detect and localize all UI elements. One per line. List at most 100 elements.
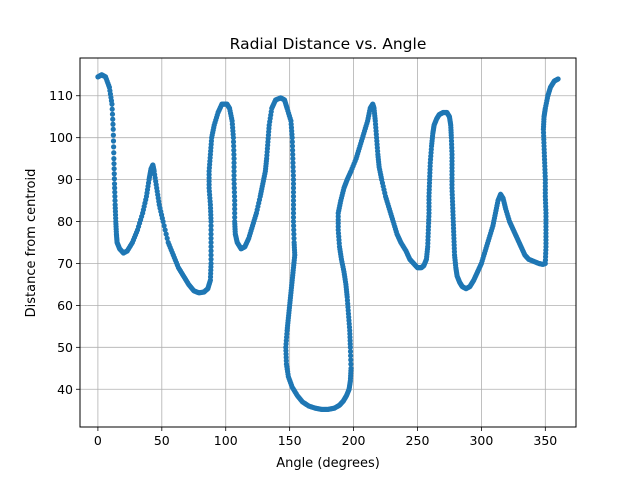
scatter-point bbox=[290, 189, 297, 195]
scatter-point bbox=[348, 365, 354, 371]
y-axis-label: Distance from centroid bbox=[24, 169, 39, 318]
scatter-point bbox=[290, 181, 297, 187]
scatter-point bbox=[291, 235, 297, 241]
scatter-point bbox=[163, 231, 169, 237]
scatter-point bbox=[348, 361, 354, 367]
scatter-point bbox=[111, 176, 117, 182]
scatter-point bbox=[112, 185, 118, 191]
scatter-point bbox=[290, 197, 297, 204]
y-tick-label: 110 bbox=[49, 88, 73, 103]
scatter-point bbox=[290, 172, 296, 179]
scatter-point bbox=[208, 256, 214, 262]
scatter-point bbox=[231, 164, 237, 170]
scatter-point bbox=[208, 239, 214, 246]
x-tick-label: 300 bbox=[469, 433, 493, 448]
scatter-point bbox=[112, 197, 118, 204]
scatter-point bbox=[162, 227, 168, 233]
scatter-point bbox=[208, 231, 214, 237]
x-tick-label: 150 bbox=[278, 433, 302, 448]
scatter-point bbox=[109, 106, 115, 112]
scatter-point bbox=[208, 244, 214, 250]
scatter-point bbox=[160, 218, 166, 225]
scatter-point bbox=[291, 231, 297, 237]
scatter-point bbox=[289, 143, 296, 149]
scatter-points bbox=[95, 72, 561, 412]
x-tick-label: 250 bbox=[406, 433, 430, 448]
scatter-point bbox=[290, 206, 297, 212]
scatter-point bbox=[290, 202, 297, 208]
scatter-point bbox=[231, 147, 237, 153]
scatter-point bbox=[231, 151, 237, 158]
scatter-point bbox=[111, 171, 117, 177]
scatter-point bbox=[111, 181, 118, 187]
scatter-point bbox=[231, 193, 238, 199]
scatter-point bbox=[112, 189, 118, 195]
scatter-point bbox=[231, 160, 237, 166]
y-tick-label: 50 bbox=[57, 340, 73, 355]
y-tick-label: 90 bbox=[57, 172, 73, 187]
x-tick-label: 100 bbox=[214, 433, 238, 448]
scatter-point bbox=[208, 252, 214, 258]
x-axis-label: Angle (degrees) bbox=[276, 456, 380, 471]
scatter-point bbox=[208, 248, 214, 254]
y-tick-label: 60 bbox=[57, 298, 73, 313]
scatter-point bbox=[232, 210, 238, 216]
scatter-point bbox=[290, 185, 297, 191]
scatter-point bbox=[290, 177, 297, 183]
scatter-point bbox=[290, 168, 296, 174]
chart-title: Radial Distance vs. Angle bbox=[230, 35, 427, 53]
scatter-point bbox=[111, 144, 117, 150]
scatter-point bbox=[111, 150, 117, 156]
scatter-point bbox=[208, 260, 214, 267]
scatter-point bbox=[290, 214, 297, 220]
scatter-point bbox=[232, 206, 238, 212]
x-tick-label: 200 bbox=[342, 433, 366, 448]
y-tick-label: 100 bbox=[49, 130, 73, 145]
scatter-point bbox=[230, 139, 237, 145]
plot-frame bbox=[79, 57, 577, 428]
scatter-point bbox=[289, 139, 295, 145]
scatter-point bbox=[290, 210, 297, 216]
scatter-point bbox=[347, 348, 354, 355]
scatter-point bbox=[231, 172, 237, 179]
scatter-point bbox=[230, 135, 236, 141]
scatter-point bbox=[231, 189, 238, 195]
scatter-point bbox=[231, 168, 237, 174]
scatter-point bbox=[112, 193, 118, 199]
scatter-point bbox=[161, 223, 167, 229]
scatter-point bbox=[231, 185, 237, 191]
scatter-point bbox=[164, 235, 170, 241]
y-tick-label: 70 bbox=[57, 256, 73, 271]
scatter-point bbox=[110, 121, 116, 127]
scatter-point bbox=[109, 101, 115, 107]
scatter-point bbox=[290, 156, 296, 162]
scatter-point bbox=[111, 161, 117, 167]
scatter-point bbox=[291, 223, 297, 229]
x-tick-label: 350 bbox=[533, 433, 557, 448]
scatter-point bbox=[290, 160, 296, 166]
scatter-point bbox=[289, 135, 295, 141]
x-tick-label: 50 bbox=[154, 433, 170, 448]
x-tick-label: 0 bbox=[94, 433, 102, 448]
scatter-point bbox=[110, 132, 116, 138]
scatter-point bbox=[111, 156, 117, 162]
scatter-point bbox=[110, 126, 116, 132]
scatter-point bbox=[231, 177, 237, 183]
scatter-point bbox=[110, 116, 116, 122]
scatter-point bbox=[111, 166, 117, 172]
scatter-point bbox=[110, 138, 117, 144]
scatter-point bbox=[290, 151, 296, 158]
scatter-point bbox=[290, 218, 297, 225]
plot-area bbox=[80, 58, 576, 427]
scatter-point bbox=[231, 143, 237, 149]
scatter-point bbox=[208, 223, 214, 229]
scatter-point bbox=[208, 235, 214, 241]
y-tick-label: 40 bbox=[57, 382, 73, 397]
scatter-point bbox=[555, 76, 561, 82]
scatter-point bbox=[232, 197, 238, 204]
scatter-point bbox=[231, 156, 237, 162]
y-tick-label: 80 bbox=[57, 214, 73, 229]
scatter-point bbox=[208, 227, 214, 233]
scatter-point bbox=[232, 202, 238, 208]
